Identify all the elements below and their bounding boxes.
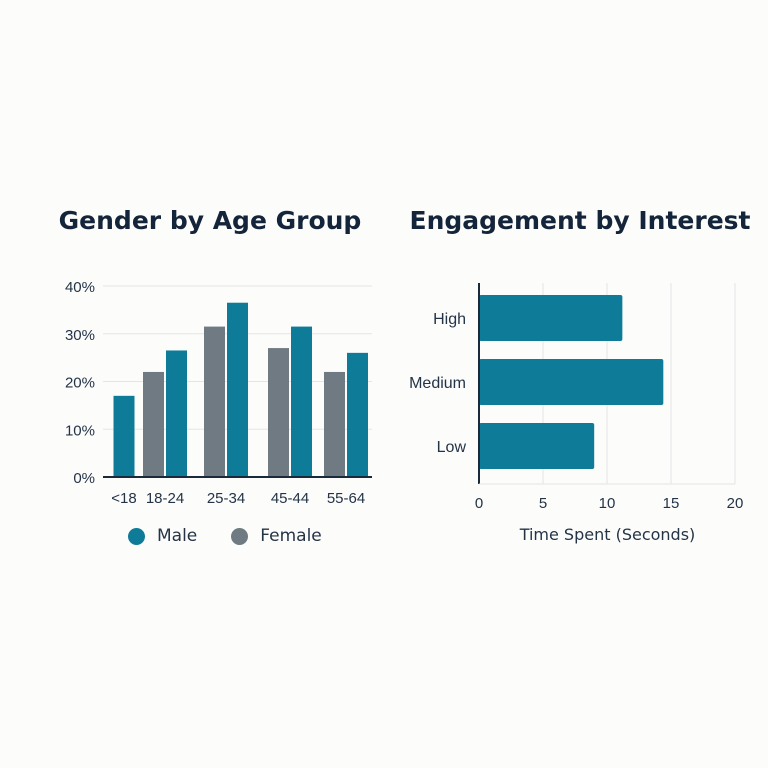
- engagement-chart-title: Engagement by Interest: [409, 206, 751, 235]
- x-tick-label: 25-34: [207, 490, 245, 507]
- x-tick-label: 0: [475, 495, 483, 512]
- x-tick-label: 45-44: [271, 490, 309, 507]
- bar-engagement: [479, 423, 595, 469]
- y-category-label: Low: [437, 439, 467, 456]
- legend-item-male: Male: [128, 526, 197, 546]
- x-tick-label: 15: [663, 495, 680, 512]
- gender-legend: Male Female: [128, 526, 356, 546]
- y-category-label: Medium: [409, 375, 466, 392]
- bar-female: [324, 371, 345, 477]
- bar-engagement: [479, 359, 664, 405]
- y-tick-label: 10%: [65, 422, 95, 439]
- y-tick-label: 40%: [65, 279, 95, 296]
- x-tick-label: 55-64: [327, 490, 365, 507]
- bar-male: [227, 302, 248, 477]
- bar-engagement: [479, 295, 623, 341]
- x-tick-label: <18: [111, 490, 136, 507]
- bar-male: [113, 395, 135, 477]
- legend-label-female: Female: [260, 526, 322, 546]
- x-tick-label: 20: [727, 495, 744, 512]
- legend-swatch-male: [128, 527, 145, 545]
- y-tick-label: 0%: [73, 470, 95, 487]
- y-category-label: High: [433, 311, 466, 328]
- y-tick-label: 30%: [65, 327, 95, 344]
- x-tick-label: 10: [599, 495, 616, 512]
- bar-male: [166, 350, 187, 477]
- legend-label-male: Male: [157, 526, 198, 546]
- bar-female: [204, 326, 225, 477]
- gender-chart-title: Gender by Age Group: [58, 206, 362, 235]
- bar-female: [143, 371, 164, 477]
- legend-swatch-female: [231, 527, 249, 545]
- y-tick-label: 20%: [65, 375, 95, 392]
- bar-male: [347, 352, 368, 477]
- engagement-x-axis-title: Time Spent (Seconds): [519, 525, 696, 544]
- bar-male: [291, 326, 312, 477]
- x-tick-label: 18-24: [146, 490, 184, 507]
- x-tick-label: 5: [539, 495, 547, 512]
- legend-item-female: Female: [231, 526, 322, 546]
- bar-female: [268, 348, 289, 477]
